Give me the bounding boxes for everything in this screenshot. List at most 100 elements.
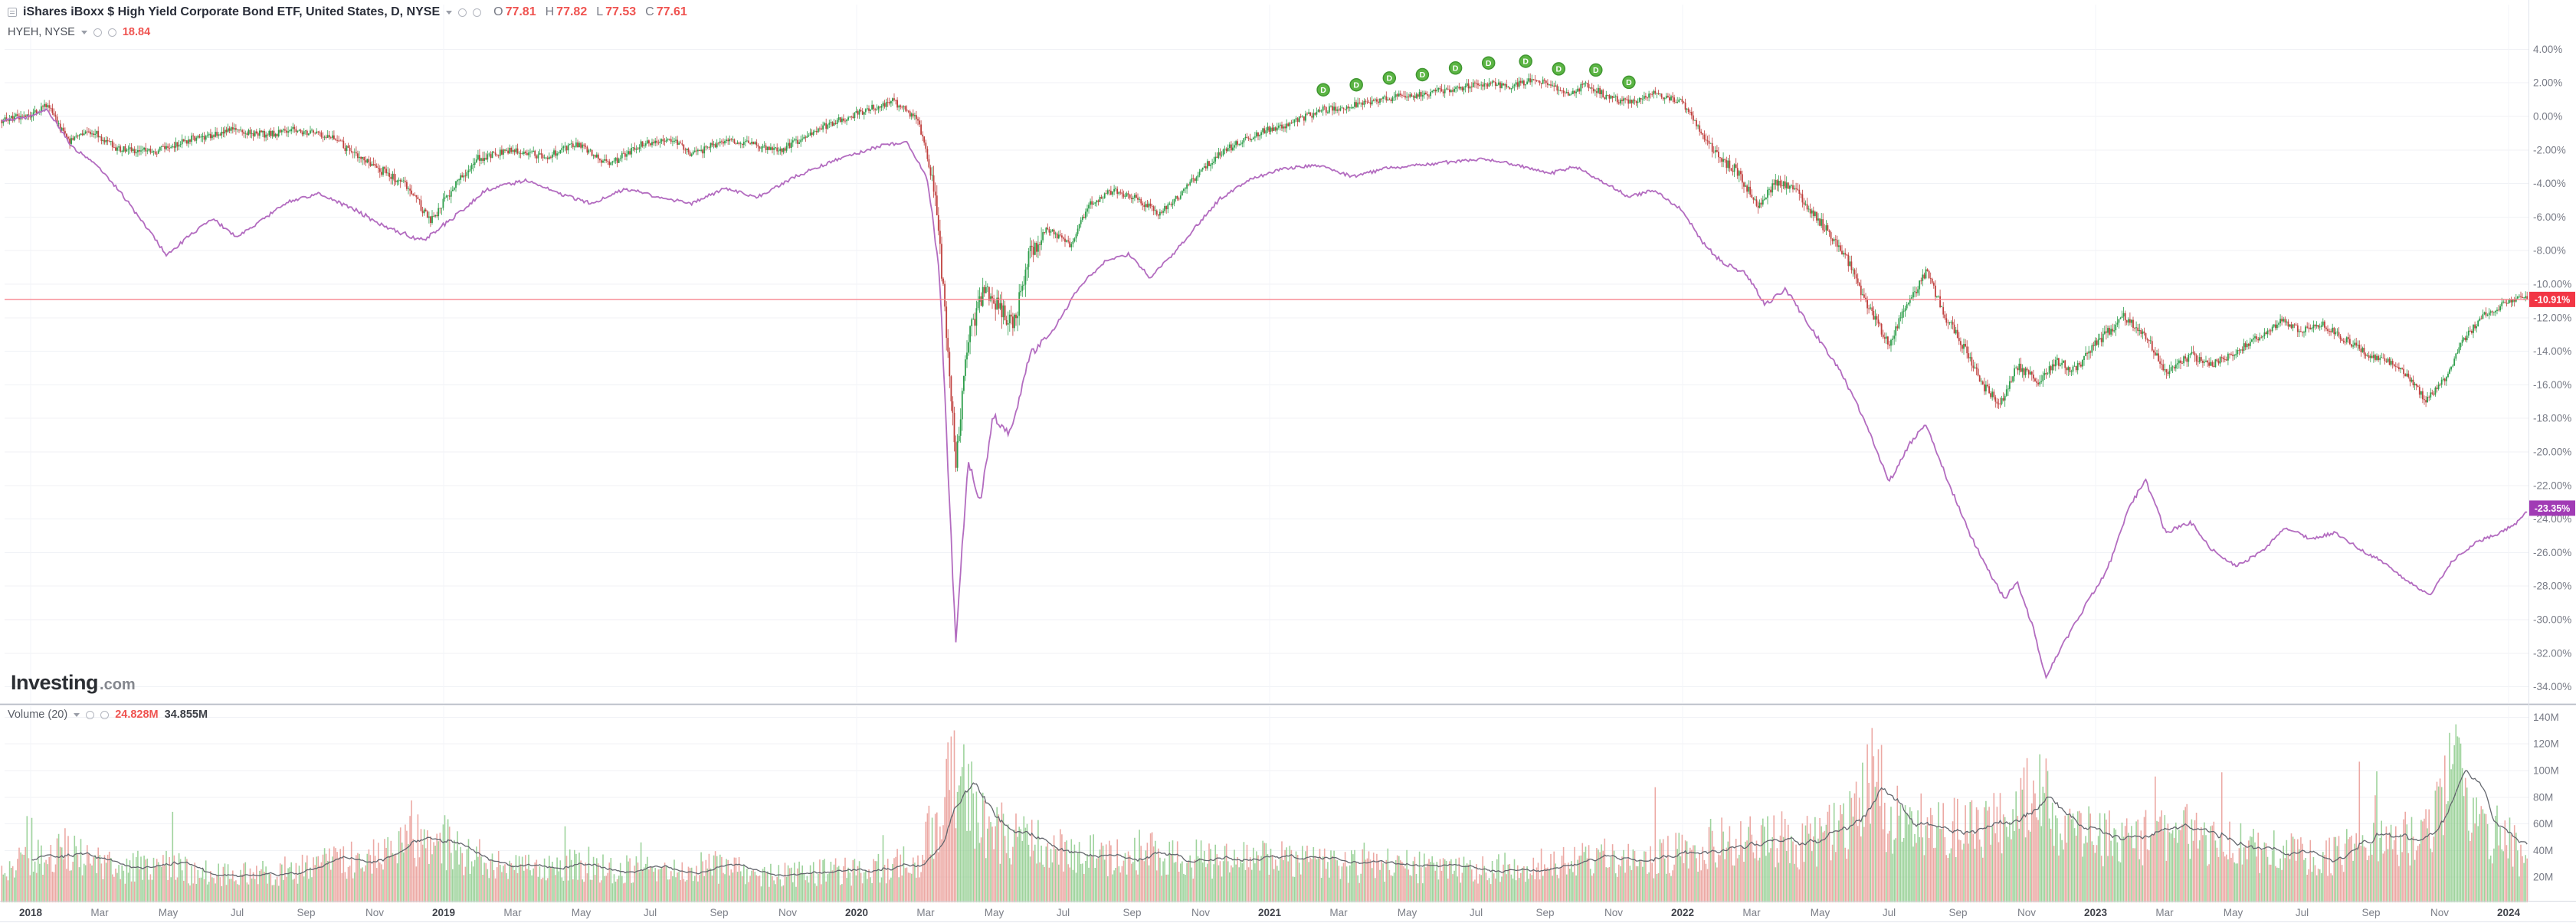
svg-text:May: May <box>572 907 592 918</box>
chevron-down-icon[interactable] <box>74 712 80 717</box>
svg-text:D: D <box>1453 64 1459 73</box>
svg-text:D: D <box>1387 74 1393 83</box>
settings-icon[interactable] <box>473 8 482 17</box>
svg-text:-18.00%: -18.00% <box>2533 413 2571 424</box>
svg-text:D: D <box>1556 65 1562 74</box>
compare-value: 18.84 <box>122 26 151 38</box>
compare-price-badge: -23.35% <box>2529 500 2575 516</box>
close-value: 77.61 <box>656 5 687 18</box>
svg-text:2022: 2022 <box>1671 907 1694 918</box>
svg-text:-26.00%: -26.00% <box>2533 547 2571 558</box>
visibility-icon[interactable] <box>93 28 102 37</box>
svg-text:120M: 120M <box>2533 738 2559 750</box>
compare-legend: HYEH, NYSE 18.84 <box>8 26 150 38</box>
settings-icon[interactable] <box>107 28 116 37</box>
chevron-down-icon[interactable] <box>446 10 453 15</box>
chevron-down-icon[interactable] <box>80 30 87 34</box>
instrument-icon <box>8 8 17 17</box>
last-price-badge: -10.91% <box>2529 291 2575 307</box>
instrument-title[interactable]: iShares iBoxx $ High Yield Corporate Bon… <box>23 5 441 18</box>
open-value: 77.81 <box>505 5 536 18</box>
svg-text:D: D <box>1320 86 1326 95</box>
svg-text:Nov: Nov <box>365 907 384 918</box>
svg-text:Jul: Jul <box>644 907 657 918</box>
time-axis-labels: 2018 Mar May Jul Sep Nov 2019 Mar May Jul Sep Nov 20… <box>19 907 2521 918</box>
price-axis[interactable] <box>2528 0 2576 901</box>
svg-text:20M: 20M <box>2533 872 2553 883</box>
svg-text:Sep: Sep <box>2361 907 2380 918</box>
svg-text:2021: 2021 <box>1258 907 1282 918</box>
svg-text:-20.00%: -20.00% <box>2533 447 2571 458</box>
svg-text:Mar: Mar <box>916 907 935 918</box>
svg-text:-24.00%: -24.00% <box>2533 513 2571 525</box>
svg-text:140M: 140M <box>2533 712 2559 723</box>
svg-text:Sep: Sep <box>1948 907 1967 918</box>
dividend-markers[interactable]: D D D D D D D D D D <box>1316 54 1636 97</box>
svg-text:May: May <box>2224 907 2243 918</box>
svg-text:Mar: Mar <box>90 907 109 918</box>
svg-text:D: D <box>1522 57 1529 67</box>
svg-text:80M: 80M <box>2533 791 2553 803</box>
close-label: C <box>645 5 654 18</box>
visibility-icon[interactable] <box>458 8 467 17</box>
settings-icon[interactable] <box>100 710 110 719</box>
high-value: 77.82 <box>556 5 588 18</box>
svg-text:-28.00%: -28.00% <box>2533 581 2571 592</box>
volume-ma-line <box>31 770 2528 878</box>
svg-text:-23.35%: -23.35% <box>2535 503 2571 514</box>
svg-text:Nov: Nov <box>2430 907 2449 918</box>
svg-text:D: D <box>1486 59 1492 68</box>
svg-text:Mar: Mar <box>2155 907 2174 918</box>
svg-text:Nov: Nov <box>1604 907 1623 918</box>
volume-label[interactable]: Volume (20) <box>8 709 68 721</box>
instrument-legend: iShares iBoxx $ High Yield Corporate Bon… <box>8 5 687 19</box>
svg-text:-2.00%: -2.00% <box>2533 144 2566 155</box>
svg-text:Sep: Sep <box>1122 907 1141 918</box>
svg-text:-14.00%: -14.00% <box>2533 345 2571 357</box>
svg-text:D: D <box>1353 80 1359 90</box>
svg-text:100M: 100M <box>2533 765 2559 777</box>
compare-title[interactable]: HYEH, NYSE <box>8 26 75 38</box>
svg-text:Mar: Mar <box>1329 907 1348 918</box>
svg-text:2018: 2018 <box>19 907 43 918</box>
ohlc-readout: O 77.81 H 77.82 L 77.53 C 77.61 <box>493 5 687 19</box>
svg-text:-4.00%: -4.00% <box>2533 178 2566 189</box>
svg-text:-30.00%: -30.00% <box>2533 614 2571 626</box>
svg-text:D: D <box>1593 66 1599 75</box>
svg-text:May: May <box>1398 907 1417 918</box>
volume-ma-value: 34.855M <box>164 709 208 721</box>
svg-text:Jul: Jul <box>1883 907 1896 918</box>
price-axis-labels: 4.00% 2.00% 0.00% -2.00% -4.00% -6.00% -8.00% -… <box>2533 44 2571 883</box>
svg-text:2.00%: 2.00% <box>2533 77 2562 89</box>
svg-text:-10.91%: -10.91% <box>2535 294 2571 305</box>
volume-legend: Volume (20) 24.828M 34.855M <box>8 709 208 721</box>
svg-text:Jul: Jul <box>2296 907 2309 918</box>
time-axis[interactable] <box>0 901 2576 923</box>
svg-text:May: May <box>159 907 179 918</box>
logo-tld: .com <box>100 676 136 693</box>
logo-brand: Investing <box>11 671 99 694</box>
grid-layer <box>5 5 2528 901</box>
candles-layer <box>1 73 2528 473</box>
svg-text:2023: 2023 <box>2084 907 2108 918</box>
open-label: O <box>493 5 503 18</box>
svg-text:-34.00%: -34.00% <box>2533 681 2571 692</box>
svg-text:Mar: Mar <box>503 907 522 918</box>
svg-text:Jul: Jul <box>1470 907 1483 918</box>
svg-text:-16.00%: -16.00% <box>2533 379 2571 391</box>
svg-text:Jul: Jul <box>1057 907 1070 918</box>
visibility-icon[interactable] <box>86 710 95 719</box>
svg-text:-32.00%: -32.00% <box>2533 647 2571 659</box>
volume-current-value: 24.828M <box>115 709 159 721</box>
svg-text:-12.00%: -12.00% <box>2533 312 2571 323</box>
low-value: 77.53 <box>605 5 637 18</box>
svg-text:D: D <box>1626 78 1632 87</box>
svg-text:2019: 2019 <box>432 907 455 918</box>
svg-text:0.00%: 0.00% <box>2533 111 2562 123</box>
svg-text:2024: 2024 <box>2497 907 2521 918</box>
low-label: L <box>596 5 604 18</box>
svg-text:May: May <box>1811 907 1830 918</box>
svg-text:Jul: Jul <box>231 907 244 918</box>
